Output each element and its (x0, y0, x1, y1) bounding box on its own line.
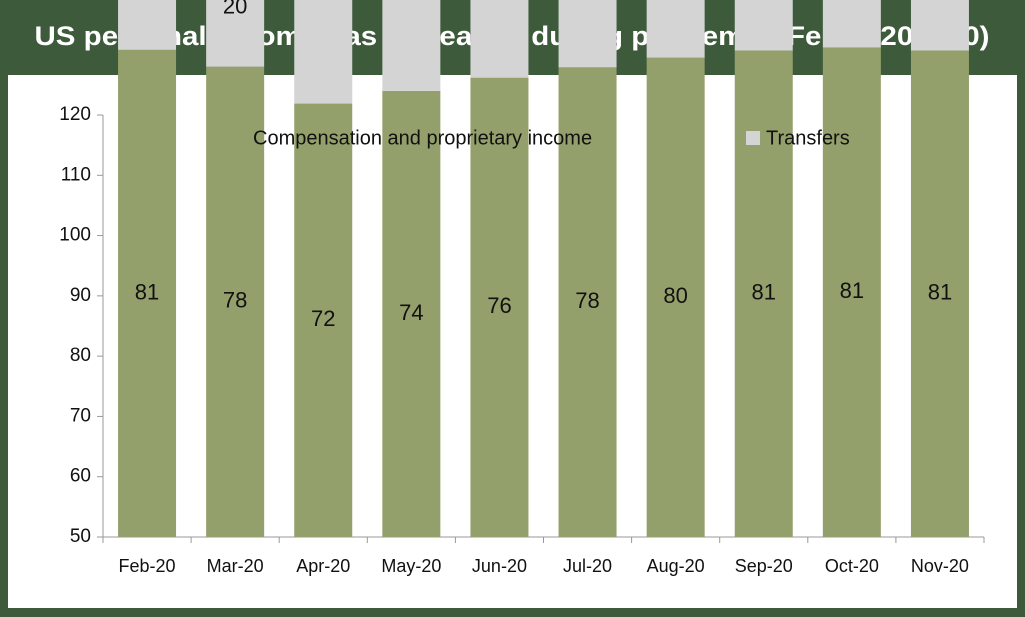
data-label: 78 (575, 288, 599, 313)
bar-segment (470, 0, 529, 78)
y-tick-label: 120 (59, 104, 91, 125)
y-tick-label: 70 (70, 405, 91, 426)
bar-segment (646, 0, 705, 58)
data-label: 81 (840, 278, 864, 303)
y-tick-label: 110 (61, 164, 91, 185)
bar-segment (822, 0, 881, 48)
data-label: 76 (487, 293, 511, 318)
bar-segment (206, 66, 265, 538)
bar-segment (822, 47, 881, 537)
x-tick-label: May-20 (381, 556, 441, 576)
data-label: 72 (311, 306, 335, 331)
legend-swatch (233, 131, 247, 145)
bar-segment (734, 50, 793, 537)
bar-segment (646, 57, 705, 537)
bar-segment (206, 0, 265, 67)
legend-label: Transfers (766, 127, 850, 149)
data-label: 81 (752, 280, 776, 305)
data-label: 81 (135, 279, 159, 304)
data-label: 33 (399, 0, 423, 3)
bar-segment (470, 77, 529, 537)
legend-label: Compensation and proprietary income (253, 127, 592, 149)
data-label: 80 (663, 283, 687, 308)
x-tick-label: Jul-20 (563, 556, 612, 576)
legend-swatch (746, 131, 760, 145)
bar-segment (558, 67, 617, 538)
data-label: 19 (135, 0, 159, 3)
bar-segment (118, 49, 177, 538)
x-tick-label: Oct-20 (825, 556, 879, 576)
bar-segment (382, 0, 441, 91)
bar-segment (118, 0, 177, 50)
bar-segment (910, 0, 969, 51)
data-label: 81 (928, 280, 952, 305)
x-tick-label: Aug-20 (647, 556, 705, 576)
x-tick-label: Mar-20 (207, 556, 264, 576)
data-label: 78 (223, 288, 247, 313)
y-tick-label: 60 (70, 466, 91, 487)
x-tick-label: Apr-20 (296, 556, 350, 576)
y-tick-label: 50 (70, 526, 91, 547)
y-tick-label: 80 (70, 345, 91, 366)
data-label: 74 (399, 300, 423, 325)
x-tick-label: Sep-20 (735, 556, 793, 576)
bar-segment (294, 103, 353, 537)
x-tick-label: Nov-20 (911, 556, 969, 576)
bar-segment (382, 90, 441, 537)
x-tick-label: Jun-20 (472, 556, 527, 576)
y-tick-label: 100 (59, 225, 91, 246)
y-tick-label: 90 (70, 285, 91, 306)
bar-segment (734, 0, 793, 51)
data-label: 20 (223, 0, 247, 19)
bar-segment (558, 0, 617, 68)
bar-segment (910, 50, 969, 537)
bar-segment (294, 0, 353, 104)
x-tick-label: Feb-20 (119, 556, 176, 576)
